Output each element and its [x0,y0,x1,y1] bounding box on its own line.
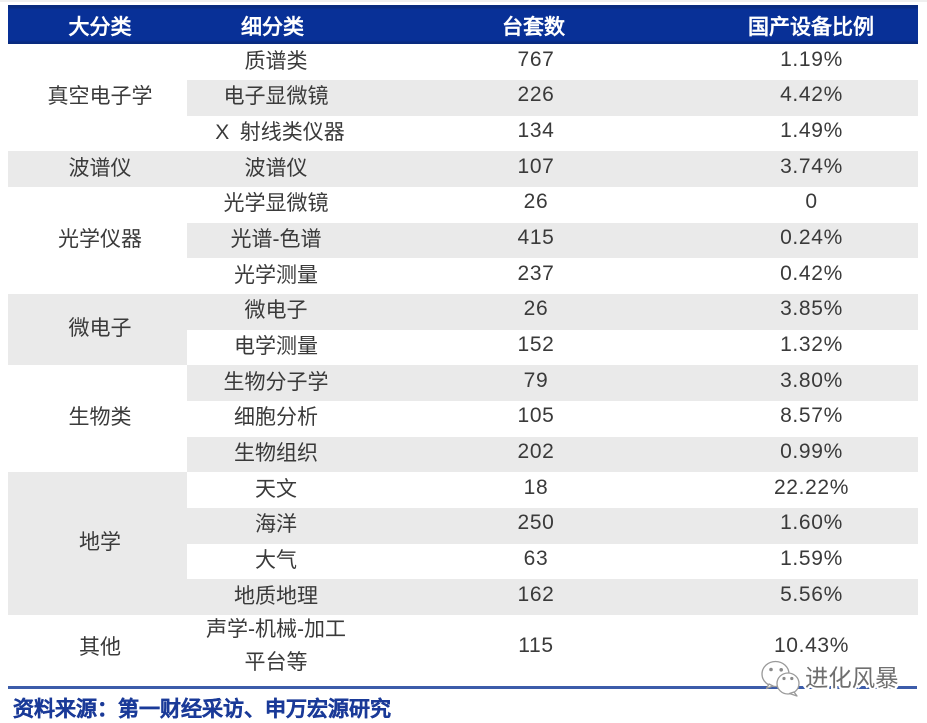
svg-text:进化风暴: 进化风暴 [805,665,899,691]
